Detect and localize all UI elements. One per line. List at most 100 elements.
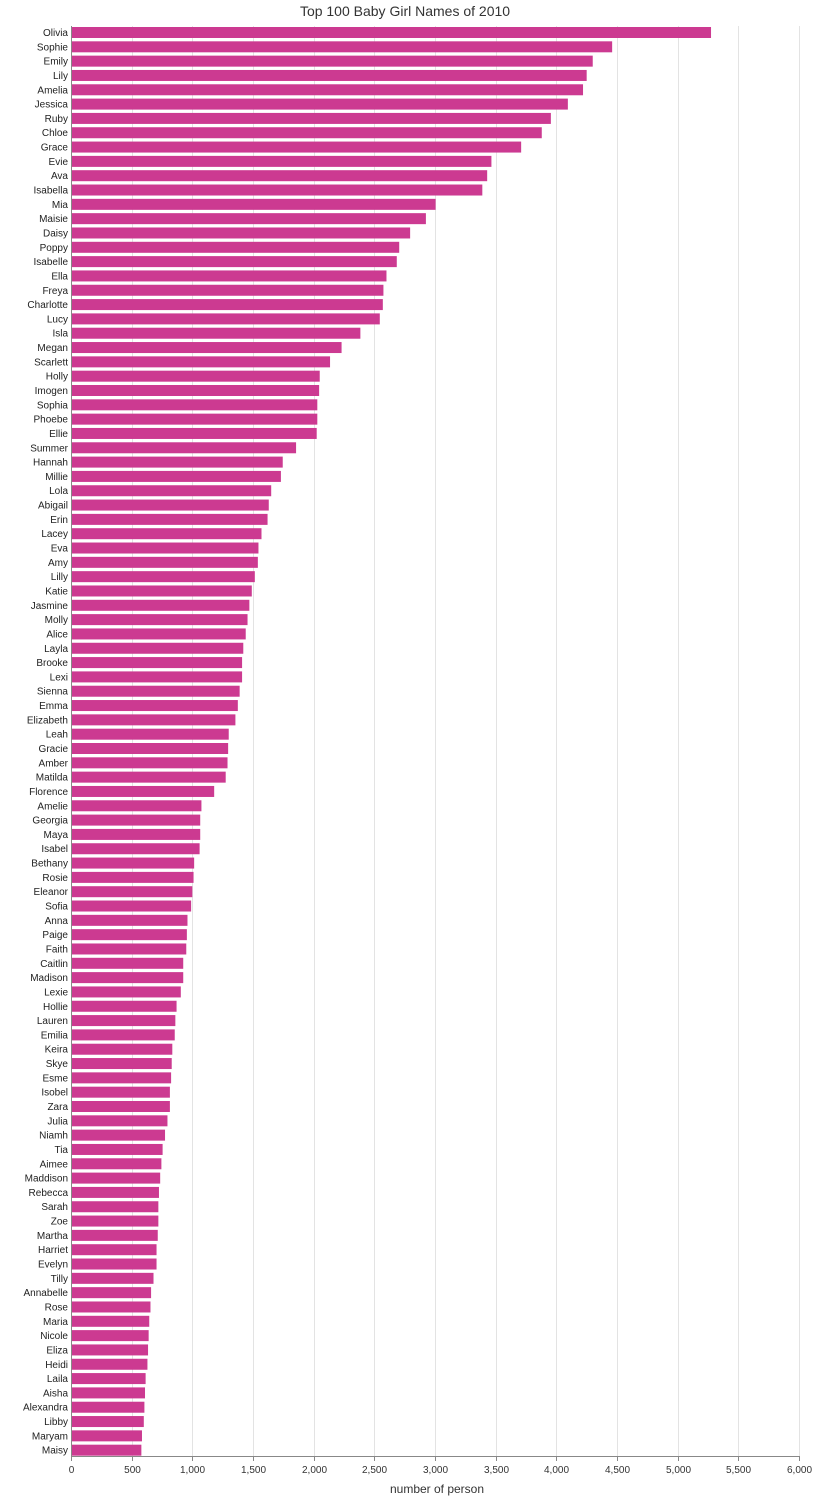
bar — [71, 1029, 175, 1041]
category-label: Charlotte — [27, 300, 68, 311]
bar — [71, 1444, 142, 1456]
bar — [71, 170, 488, 182]
bar — [71, 1043, 173, 1055]
category-label: Caitlin — [40, 959, 68, 970]
bar — [71, 628, 246, 640]
bar — [71, 184, 483, 196]
category-label: Alice — [46, 629, 68, 640]
x-tick-label: 3,500 — [484, 1465, 509, 1476]
category-label: Maria — [43, 1317, 68, 1328]
category-label: Eliza — [46, 1345, 68, 1356]
bar — [71, 900, 192, 912]
bar — [71, 528, 262, 540]
category-label: Grace — [41, 143, 69, 154]
bar — [71, 785, 215, 797]
bar — [71, 69, 587, 81]
bar — [71, 843, 200, 855]
category-label: Brooke — [36, 658, 68, 669]
x-tick-label: 4,000 — [544, 1465, 569, 1476]
bar — [71, 1315, 150, 1327]
bar — [71, 871, 194, 883]
bar — [71, 585, 252, 597]
category-label: Ellie — [49, 429, 68, 440]
category-label: Leah — [46, 730, 68, 741]
bar — [71, 671, 243, 683]
bar — [71, 1416, 144, 1428]
bar — [71, 1401, 145, 1413]
bar — [71, 84, 584, 96]
category-label: Emma — [39, 701, 68, 712]
category-label: Florence — [29, 787, 68, 798]
bar — [71, 914, 188, 926]
bar — [71, 127, 542, 139]
bar — [71, 299, 383, 311]
x-tick-label: 5,000 — [666, 1465, 691, 1476]
bar — [71, 370, 320, 382]
category-label: Gracie — [39, 744, 69, 755]
bar — [71, 986, 181, 998]
bar — [71, 1115, 168, 1127]
category-label: Abigail — [38, 501, 68, 512]
category-label: Isla — [52, 329, 68, 340]
category-label: Matilda — [36, 773, 69, 784]
category-label: Lucy — [47, 314, 68, 325]
category-label: Jasmine — [31, 601, 69, 612]
category-label: Imogen — [35, 386, 68, 397]
category-label: Evelyn — [38, 1260, 68, 1271]
bar — [71, 571, 255, 583]
bar — [71, 141, 522, 153]
category-label: Zoe — [51, 1217, 69, 1228]
bar — [71, 1373, 146, 1385]
category-label: Nicole — [40, 1331, 68, 1342]
category-label: Lilly — [51, 572, 68, 583]
bar — [71, 771, 226, 783]
category-label: Lexie — [44, 987, 68, 998]
x-tick-label: 1,500 — [241, 1465, 266, 1476]
category-label: Eleanor — [34, 887, 69, 898]
category-label: Libby — [44, 1417, 68, 1428]
category-label: Scarlett — [34, 357, 68, 368]
bar — [71, 112, 551, 124]
category-label: Eva — [51, 544, 69, 555]
chart-title: Top 100 Baby Girl Names of 2010 — [300, 3, 510, 19]
category-label: Amber — [39, 758, 69, 769]
bar — [71, 1258, 157, 1270]
category-label: Lola — [49, 486, 68, 497]
category-label: Amy — [48, 558, 68, 569]
bar — [71, 27, 712, 38]
bar — [71, 743, 229, 754]
category-label: Molly — [45, 615, 68, 626]
bar — [71, 513, 268, 525]
bar — [71, 828, 201, 840]
bar — [71, 55, 593, 67]
category-label: Hannah — [33, 458, 68, 469]
bar — [71, 542, 259, 554]
bar — [71, 757, 228, 769]
category-label: Paige — [42, 930, 68, 941]
bar — [71, 470, 281, 482]
category-label: Aimee — [40, 1159, 69, 1170]
category-label: Aisha — [43, 1388, 68, 1399]
bar — [71, 685, 240, 697]
category-label: Millie — [45, 472, 68, 483]
category-label: Isobel — [41, 1088, 68, 1099]
bar — [71, 1344, 149, 1356]
category-label: Laila — [47, 1374, 69, 1385]
category-label: Layla — [44, 644, 68, 655]
category-label: Niamh — [39, 1131, 68, 1142]
bar — [71, 342, 342, 354]
category-label: Daisy — [43, 228, 68, 239]
category-label: Alexandra — [23, 1403, 68, 1414]
x-axis-title: number of person — [390, 1482, 484, 1496]
category-label: Ava — [51, 171, 68, 182]
category-label: Tilly — [51, 1274, 68, 1285]
bar — [71, 41, 613, 53]
bars — [71, 27, 712, 1456]
category-label: Rosie — [42, 873, 68, 884]
category-label: Elizabeth — [27, 715, 68, 726]
category-label: Maryam — [32, 1431, 68, 1442]
x-tick-label: 5,500 — [726, 1465, 751, 1476]
bar — [71, 1172, 161, 1184]
bar — [71, 213, 426, 225]
